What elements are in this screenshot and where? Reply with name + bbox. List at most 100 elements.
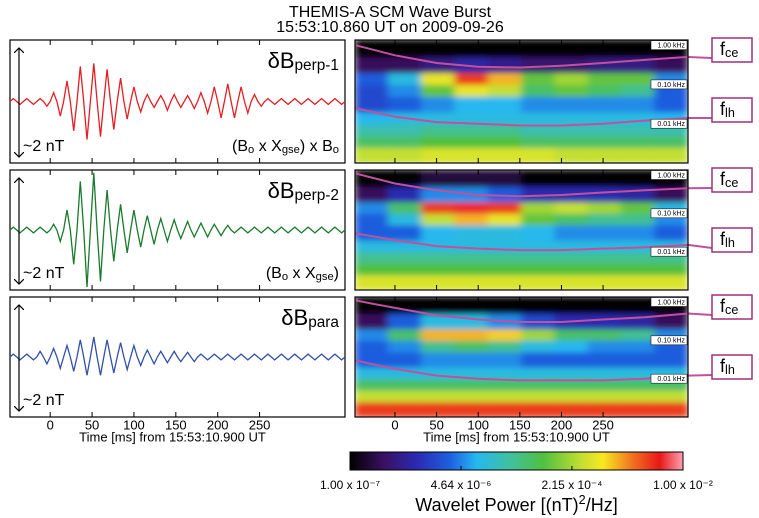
heat-cell [554, 146, 589, 163]
heat-cell [387, 339, 423, 353]
heat-cell [620, 201, 656, 214]
y-tick-box [650, 40, 688, 50]
heat-cell [587, 251, 622, 264]
heat-cell [387, 262, 423, 276]
heat-cell [521, 224, 556, 241]
heat-cell [620, 95, 656, 113]
heat-cell [355, 201, 389, 214]
heat-cell [355, 239, 389, 253]
y-tick-label: 1.00 kHz [657, 299, 685, 306]
heat-cell [521, 274, 556, 290]
colorbar-tick-label: 1.00 x 10⁻⁷ [320, 478, 380, 492]
heat-cell [587, 201, 622, 214]
frequency-line [355, 232, 688, 252]
heat-cell [521, 135, 556, 148]
heat-cell [654, 262, 688, 276]
colorbar [349, 451, 684, 471]
text-part: para [308, 314, 339, 331]
heat-cell [355, 262, 389, 276]
heat-cell [587, 239, 622, 253]
heat-cell [587, 313, 622, 330]
y-tick-label: 0.01 kHz [657, 249, 685, 256]
text-part: f [720, 296, 726, 316]
heat-cell [554, 389, 589, 403]
heat-cell [521, 297, 556, 315]
text-part: f [720, 356, 726, 376]
heat-cell [454, 274, 489, 290]
heat-cell [355, 123, 389, 137]
label-box [711, 97, 753, 123]
text-part: lh [725, 236, 735, 250]
heat-cell [620, 313, 656, 330]
label-box [711, 354, 753, 380]
heat-cell [521, 146, 556, 163]
heat-cell [554, 328, 589, 341]
heat-cell [587, 297, 622, 315]
heat-cell [587, 83, 622, 97]
heat-cell [620, 351, 656, 368]
heat-cell [387, 251, 423, 264]
waveform [9, 336, 346, 376]
text-part: f [720, 39, 726, 59]
heat-cell [387, 72, 423, 85]
heat-cell [454, 297, 489, 315]
heat-cell [355, 83, 389, 97]
heat-cell [387, 201, 423, 214]
heat-cell [587, 262, 622, 276]
heat-cell [355, 339, 389, 353]
heat-cell [620, 262, 656, 276]
x-tick-label: 200 [207, 417, 229, 432]
heat-cell [387, 378, 423, 391]
heat-cell [620, 83, 656, 97]
line-label: fce [720, 39, 738, 60]
heat-cell [355, 146, 389, 163]
heat-cell [355, 274, 389, 290]
y-tick-label: 0.10 kHz [657, 338, 685, 345]
text-part: (B [232, 138, 248, 155]
heat-cell [487, 297, 522, 315]
heat-cell [587, 339, 622, 353]
spectrogram-cells [355, 40, 688, 163]
heat-cell [654, 389, 688, 403]
heat-cell [487, 201, 522, 214]
heat-cell [454, 83, 489, 97]
heat-cell [487, 262, 522, 276]
heat-cell [554, 224, 589, 241]
text-part: ce [725, 176, 738, 190]
heat-cell [355, 401, 389, 417]
heat-cell [421, 56, 456, 74]
heat-cell [587, 328, 622, 341]
series-label: δBperp-2 [268, 178, 339, 204]
heat-cell [521, 83, 556, 97]
series-label: δBperp-1 [268, 48, 339, 74]
heat-cell [554, 72, 589, 85]
heat-cell [421, 170, 456, 188]
heat-cell [554, 339, 589, 353]
spectrogram [355, 297, 688, 417]
heat-cell [487, 401, 522, 417]
label-connector [687, 243, 713, 249]
heat-cell [620, 135, 656, 148]
heat-cell [454, 378, 489, 391]
y-tick-label: 0.01 kHz [657, 121, 685, 128]
heat-cell [454, 328, 489, 341]
heat-cell [421, 83, 456, 97]
heat-cell [387, 212, 423, 226]
heat-cell [654, 146, 688, 163]
heat-cell [620, 212, 656, 226]
heat-cell [521, 170, 556, 188]
panel-frame [354, 169, 689, 291]
heat-cell [654, 95, 688, 113]
scale-label: ~2 nT [23, 392, 65, 409]
heat-cell [554, 401, 589, 417]
spectrogram-cells [355, 297, 688, 417]
heat-cell [654, 274, 688, 290]
heat-cell [521, 72, 556, 85]
heat-cell [454, 366, 489, 380]
label-connector [687, 374, 713, 377]
heat-cell [620, 378, 656, 391]
heat-cell [421, 378, 456, 391]
waveform [9, 63, 346, 140]
figure-subtitle: 15:53:10.860 UT on 2009-09-26 [276, 19, 504, 36]
heat-cell [521, 401, 556, 417]
